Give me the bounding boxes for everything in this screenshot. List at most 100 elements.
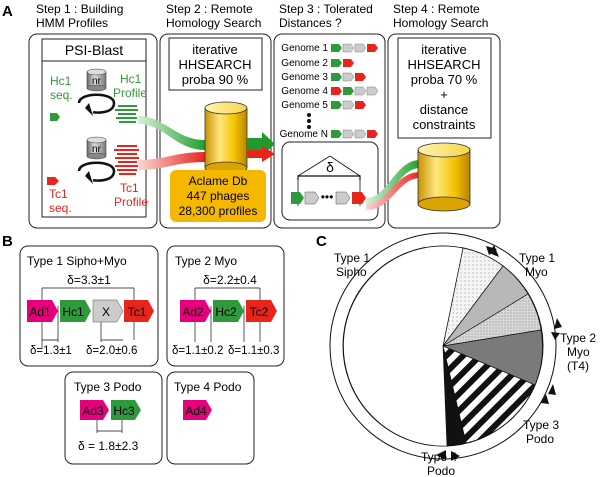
type1-gene-hc1 <box>60 300 91 322</box>
genome-gene <box>367 44 378 52</box>
genome-gene <box>355 73 366 81</box>
db-line3: 28,300 profiles <box>179 204 258 218</box>
step1-title-1: Step 1 : Building <box>36 2 123 16</box>
label-type3-1: Type 3 <box>523 418 559 432</box>
step1-frame <box>28 33 158 229</box>
panel-c-letter: C <box>316 233 327 250</box>
type2-gene-hc2 <box>213 300 244 322</box>
genome-gene <box>331 73 342 81</box>
label-type2-1: Type 2 <box>560 331 596 345</box>
step2-frame <box>159 33 272 229</box>
label-type4-1: Type 4 <box>421 450 457 464</box>
search4-line5: distance <box>420 102 468 117</box>
red-flow-arrow <box>138 152 205 170</box>
delta-box <box>281 141 379 221</box>
type2-gene-tc2 <box>246 300 277 322</box>
step2-title-2: Homology Search <box>166 16 261 30</box>
type1-gene-tc1 <box>124 300 154 322</box>
genome-gene <box>342 100 355 110</box>
type1-gene-hc1-label: Hc1 <box>62 305 84 319</box>
genome-gene <box>343 87 354 95</box>
label-type2-2: Myo <box>567 345 590 359</box>
green-flow-arrow <box>138 116 205 150</box>
label-type1-sipho-1: Type 1 <box>334 251 370 265</box>
label-type1-myo-1: Type 1 <box>519 251 555 265</box>
type3-title: Type 3 Podo <box>74 380 142 394</box>
search4-line3: proba 70 % <box>411 72 478 87</box>
type2-gene-ad2 <box>180 300 211 322</box>
tc1-profile-label-1: Tc1 <box>120 181 139 195</box>
genome-label: Genome N <box>280 129 328 140</box>
hc1-profile-label-2: Profile <box>113 86 147 100</box>
type4-gene-ad4-label: Ad4 <box>185 404 207 418</box>
panel-a-letter: A <box>2 3 13 20</box>
genome-label: Genome 3 <box>281 72 328 83</box>
type1-gene-x <box>92 299 124 323</box>
type2-top-distance: δ=2.2±0.4 <box>203 273 257 287</box>
type2-frame <box>166 245 285 367</box>
type1-bottom-left: δ=1.3±1 <box>30 345 72 357</box>
nr-label-2: nr <box>92 144 102 155</box>
type1-gene-x-label: X <box>102 305 110 319</box>
label-type3-2: Podo <box>526 432 554 446</box>
type1-bottom-right: δ=2.0±0.6 <box>86 345 137 357</box>
genome-gene <box>355 101 366 109</box>
genome-gene <box>342 43 355 53</box>
label-type1-myo-2: Myo <box>525 265 548 279</box>
tc1-seq-arrow <box>47 177 59 185</box>
type2-bottom-right: δ=1.1±0.3 <box>228 345 279 357</box>
hc1-seq-label-1: Hc1 <box>50 74 72 88</box>
label-type1-sipho-2: Sipho <box>336 265 367 279</box>
slice-type1-sipho <box>343 245 464 447</box>
type2-title: Type 2 Myo <box>175 254 237 268</box>
genome-gene <box>354 129 367 139</box>
tc1-profile-label-2: Profile <box>114 195 148 209</box>
genome-label: Genome 4 <box>281 86 328 97</box>
type3-gene-ad3-label: Ad3 <box>82 404 104 418</box>
nr-label: nr <box>92 76 102 87</box>
step3-title-1: Step 3 : Tolerated <box>279 2 373 16</box>
type2-bottom-left: δ=1.1±0.2 <box>172 345 223 357</box>
search-box-step2 <box>168 37 263 91</box>
database-cylinder-2 <box>417 142 471 212</box>
db-line1: Aclame Db <box>189 174 248 188</box>
type3-bottom: δ = 1.8±2.3 <box>78 439 139 453</box>
delta-symbol: δ <box>326 159 334 175</box>
type1-title: Type 1 Sipho+Myo <box>27 254 127 268</box>
panel-b-letter: B <box>2 233 13 250</box>
tc1-seq-label-2: seq. <box>49 201 72 215</box>
tc1-profile-icon <box>114 145 139 175</box>
type2-gene-ad2-label: Ad2 <box>182 305 204 319</box>
circular-arrow-icon-2 <box>77 161 116 182</box>
type3-gene-ad3 <box>80 400 109 420</box>
genome-gene <box>331 87 342 95</box>
genome-gene <box>331 59 342 67</box>
type3-gene-hc3 <box>111 400 141 420</box>
search-box-step4 <box>397 37 492 139</box>
search2-line3: proba 90 % <box>182 72 249 87</box>
red-flow-arrow-2 <box>366 172 420 210</box>
green-flow-arrow-2 <box>366 160 420 204</box>
genome-gene <box>331 101 342 109</box>
database-cylinder <box>204 101 248 175</box>
search2-line1: iterative <box>192 42 238 57</box>
db-line2: 447 phages <box>187 189 250 203</box>
database-icon-2: nr <box>86 136 107 160</box>
hc1-seq-label-2: seq. <box>50 88 73 102</box>
tc1-seq-label-1: Tc1 <box>49 187 68 201</box>
step3-frame <box>273 33 386 229</box>
type1-gene-ad1 <box>27 300 58 322</box>
delta-gene-grey-2 <box>335 191 351 205</box>
delta-gene-grey <box>304 191 320 205</box>
type3-gene-hc3-label: Hc3 <box>113 404 135 418</box>
genome-label: Genome 2 <box>281 58 328 69</box>
type1-gene-ad1-label: Ad1 <box>29 305 51 319</box>
label-type2-3: (T4) <box>567 359 589 373</box>
search4-line6: constraints <box>413 117 476 132</box>
genome-gene <box>331 44 342 52</box>
step3-title-2: Distances ? <box>279 16 342 30</box>
genome-gene <box>366 86 379 96</box>
database-icon: nr <box>86 68 107 92</box>
red-bold-arrow <box>247 146 275 162</box>
